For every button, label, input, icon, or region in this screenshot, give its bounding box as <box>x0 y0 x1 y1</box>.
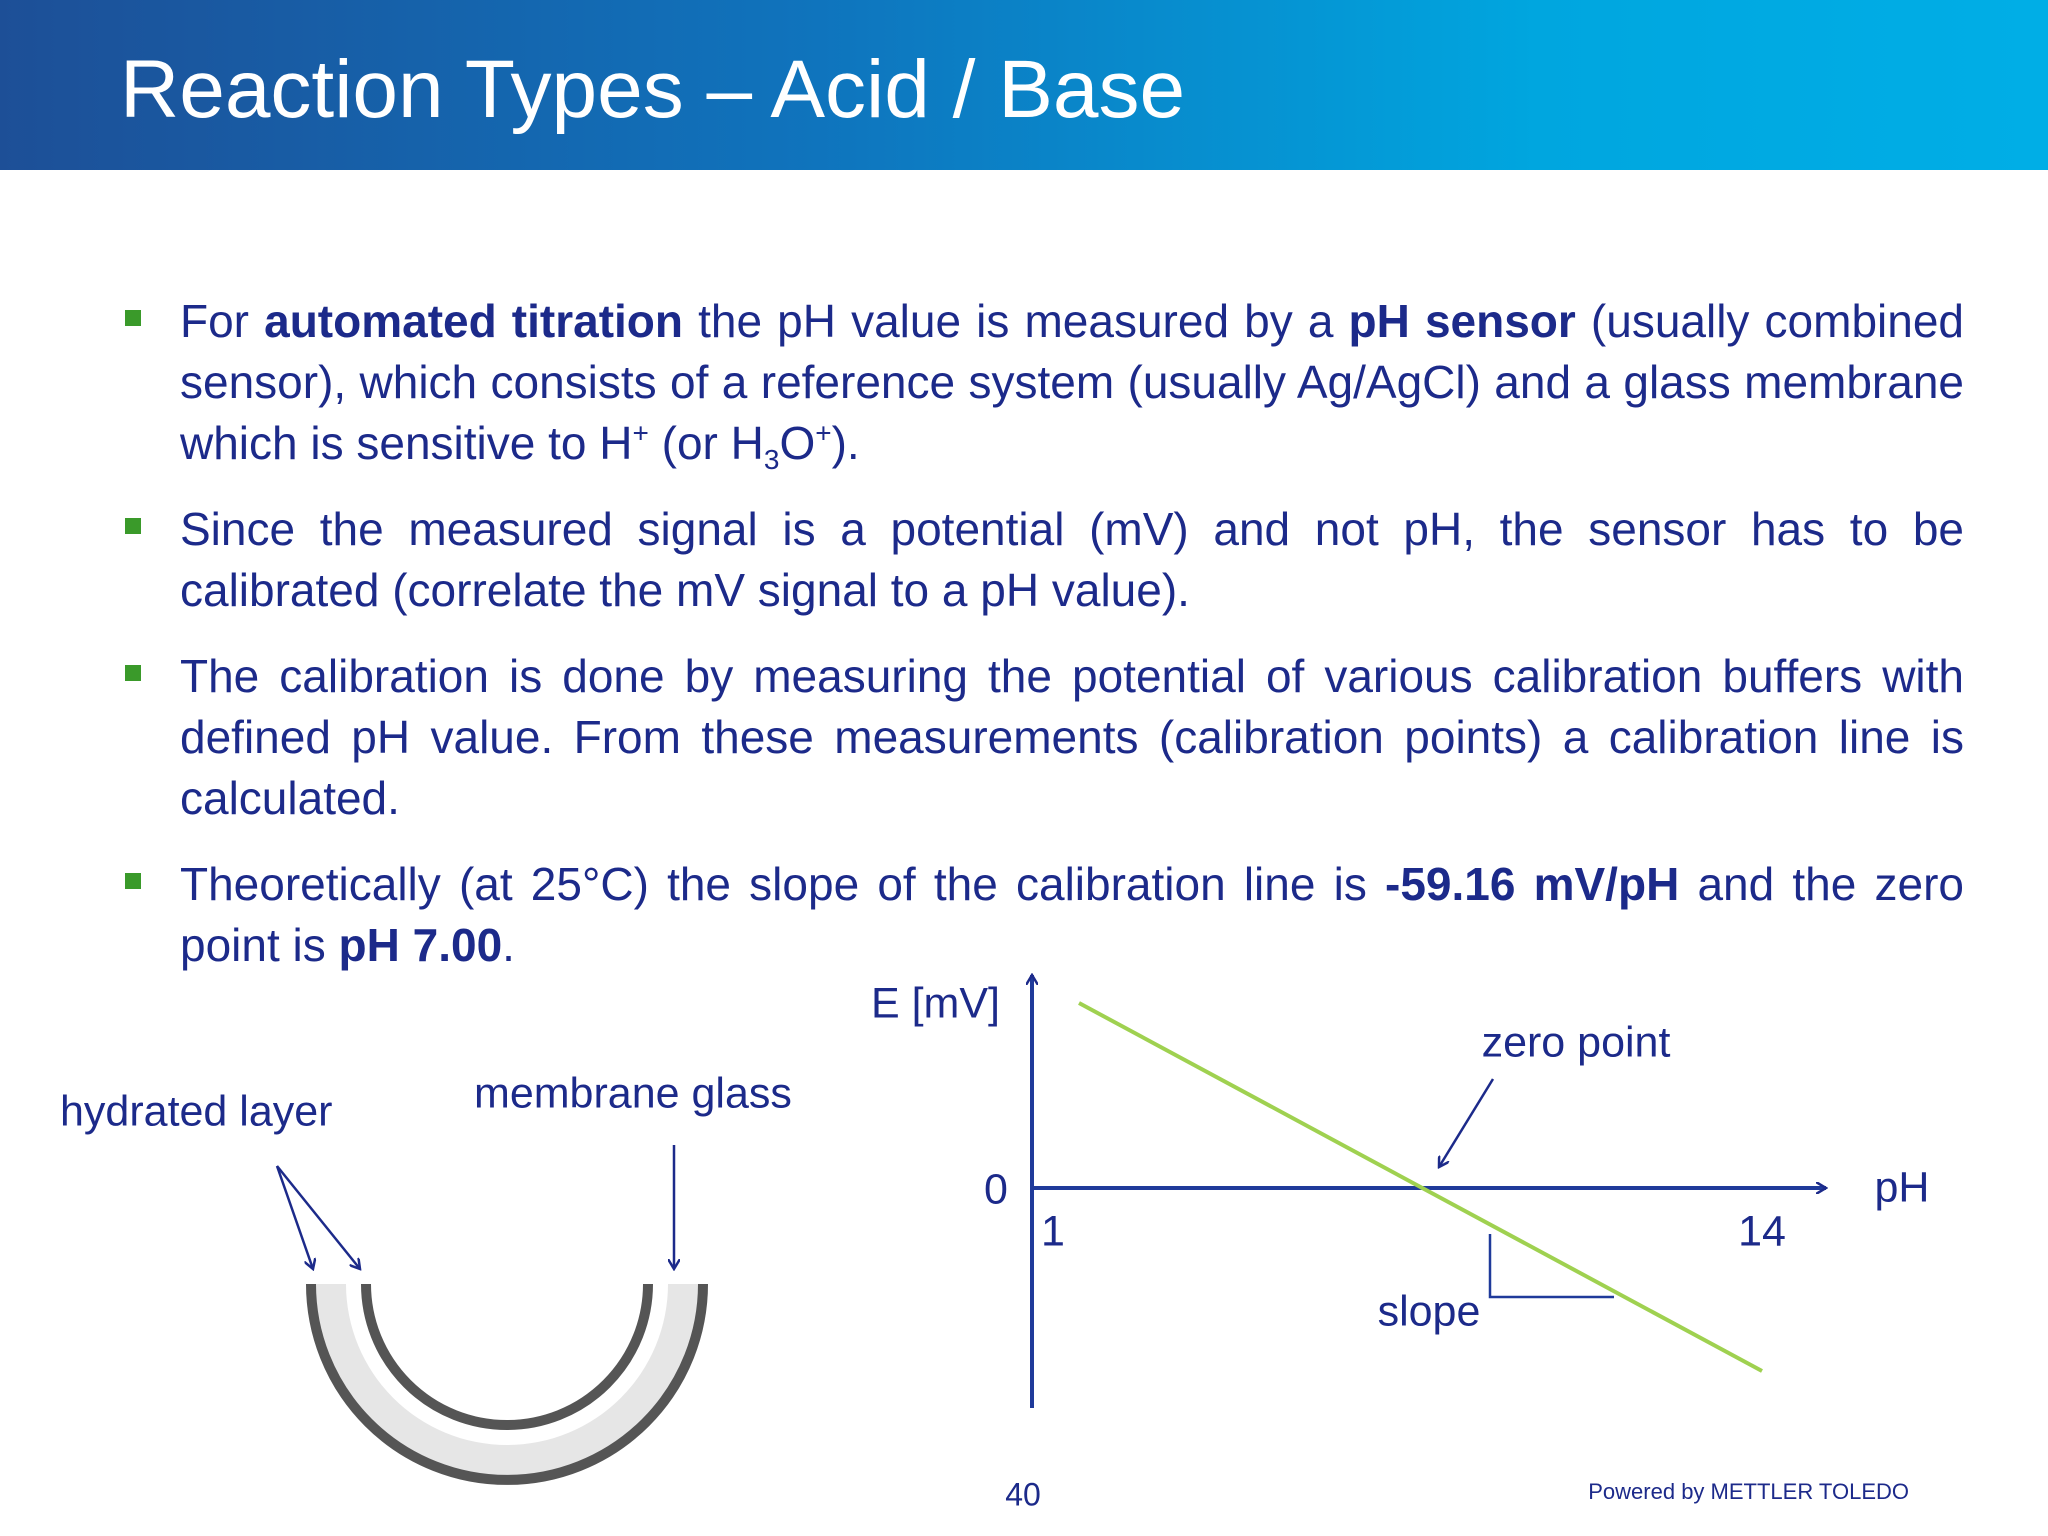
text-run: (or H <box>648 417 764 469</box>
bullet: Theoretically (at 25°C) the slope of the… <box>125 854 1964 976</box>
y-axis-label: E [mV] <box>871 979 1000 1027</box>
membrane-glass-label: membrane glass <box>474 1069 792 1117</box>
text-run: and the zero point is <box>180 858 1964 971</box>
text-run: -59.16 mV/pH <box>1385 858 1680 910</box>
page-number: 40 <box>1005 1476 1041 1512</box>
text-run: the pH value is measured by a <box>683 295 1349 347</box>
membrane-drawing <box>275 1145 708 1485</box>
text-run: Theoretically (at 25°C) the slope of the… <box>180 858 1385 910</box>
text-run: pH 7.00 <box>338 919 503 971</box>
hydrated-layer-label: hydrated layer <box>60 1087 333 1135</box>
text-run: (usually combined sensor), which consist… <box>180 295 1964 469</box>
header-bar <box>0 0 2048 170</box>
text-run: O <box>779 417 816 469</box>
bullet: The calibration is done by measuring the… <box>125 646 1964 829</box>
bullet-list: For automated titration the pH value is … <box>125 291 1964 1001</box>
text-run: 3 <box>763 444 780 476</box>
text-run: Since the measured signal is a potential… <box>180 503 1964 616</box>
x-axis-label: pH <box>1875 1163 1930 1211</box>
slope-label: slope <box>1378 1287 1481 1335</box>
calibration-graph <box>1032 975 1826 1408</box>
footer-credit: Powered by METTLER TOLEDO <box>1588 1479 1909 1504</box>
zero-point-label: zero point <box>1482 1018 1671 1066</box>
bullet: Since the measured signal is a potential… <box>125 499 1964 621</box>
text-run: The calibration is done by measuring the… <box>180 650 1964 824</box>
bullet: For automated titration the pH value is … <box>125 291 1964 474</box>
text-run: ). <box>831 417 860 469</box>
text-run: + <box>815 417 832 449</box>
text-run: . <box>502 919 515 971</box>
origin-label: 0 <box>984 1165 1008 1213</box>
x-start-label: 1 <box>1041 1207 1065 1255</box>
text-run: pH sensor <box>1348 295 1576 347</box>
text-run: automated titration <box>264 295 683 347</box>
x-end-label: 14 <box>1738 1207 1786 1255</box>
slide-title: Reaction Types – Acid / Base <box>120 44 1186 135</box>
text-run: + <box>632 417 649 449</box>
text-run: For <box>180 295 265 347</box>
